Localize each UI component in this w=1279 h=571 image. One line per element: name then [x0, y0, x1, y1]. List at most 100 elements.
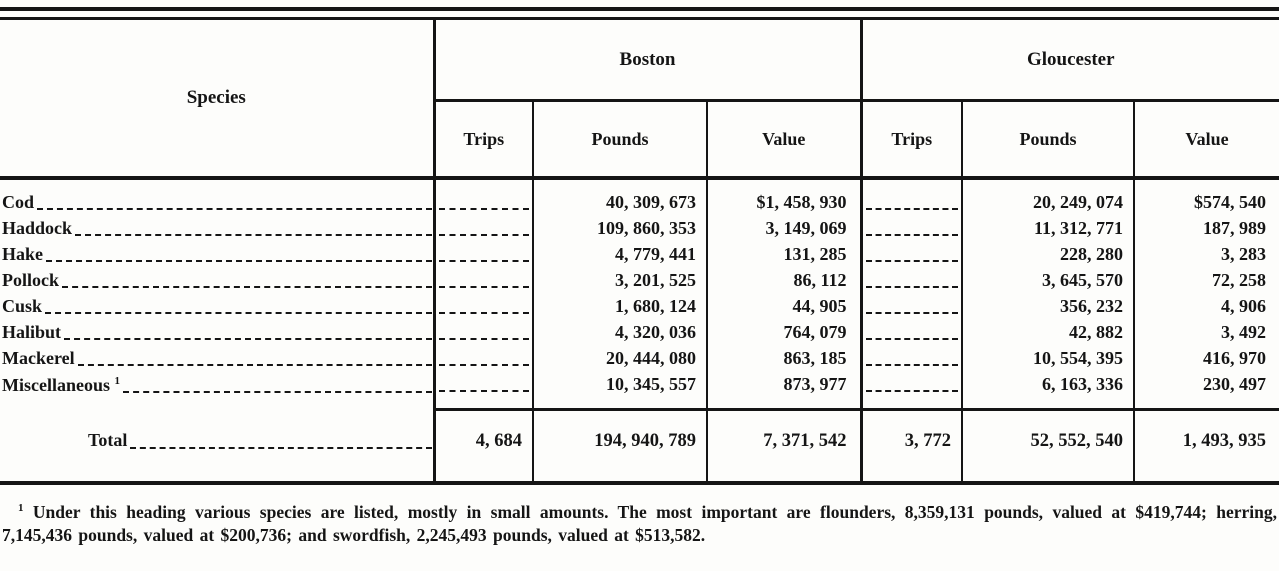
- boston-value-cell: 86, 112: [706, 267, 861, 293]
- boston-trips-cell: [432, 371, 533, 410]
- dot-leader: [438, 345, 529, 366]
- species-cell: Cod: [0, 178, 434, 215]
- dot-leader: [438, 371, 529, 392]
- gloucester-value-cell: 3, 283: [1132, 241, 1279, 267]
- boston-pounds-cell: 4, 779, 441: [532, 241, 707, 267]
- gloucester-total-pounds: 52, 552, 540: [961, 408, 1134, 485]
- boston-value-header: Value: [706, 100, 861, 180]
- footnote-marker: 1: [18, 502, 24, 515]
- dot-leader: [77, 345, 432, 366]
- gloucester-value-cell: 187, 989: [1132, 215, 1279, 241]
- gloucester-trips-cell: [859, 215, 962, 241]
- dot-leader: [75, 215, 432, 236]
- species-name: Cod: [2, 192, 35, 212]
- gloucester-trips-header: Trips: [859, 100, 962, 180]
- boston-pounds-cell: 1, 680, 124: [532, 293, 707, 319]
- sub-header-row: Trips Pounds Value Trips Pounds Value: [0, 100, 1279, 180]
- species-cell: Haddock: [0, 215, 434, 241]
- boston-trips-cell: [432, 241, 533, 267]
- dot-leader: [865, 371, 958, 392]
- gloucester-trips-cell: [859, 267, 962, 293]
- dot-leader: [438, 189, 529, 210]
- dot-leader: [865, 189, 958, 210]
- boston-trips-cell: [432, 178, 533, 215]
- gloucester-pounds-cell: 20, 249, 074: [961, 178, 1134, 215]
- species-name: Hake: [2, 244, 44, 264]
- gloucester-pounds-cell: 11, 312, 771: [961, 215, 1134, 241]
- boston-value-cell: 44, 905: [706, 293, 861, 319]
- gloucester-trips-cell: [859, 178, 962, 215]
- gloucester-trips-cell: [859, 371, 962, 410]
- dot-leader: [865, 241, 958, 262]
- boston-pounds-header: Pounds: [532, 100, 707, 180]
- species-cell: Miscellaneous 1: [0, 371, 434, 410]
- footnote-reference: 1: [114, 374, 121, 387]
- table-row-cod: Cod 40, 309, 673 $1, 458, 930 20, 249, 0…: [0, 178, 1279, 215]
- dot-leader: [123, 372, 432, 393]
- species-name: Haddock: [2, 218, 73, 238]
- species-name: Halibut: [2, 322, 62, 342]
- footnote-text: Under this heading various species are l…: [2, 502, 1278, 545]
- group-header-row: Species Boston Gloucester: [0, 20, 1279, 180]
- total-label: Total: [88, 430, 128, 451]
- boston-trips-cell: [432, 319, 533, 345]
- gloucester-pounds-cell: 356, 232: [961, 293, 1134, 319]
- boston-trips-header: Trips: [432, 100, 533, 180]
- gloucester-trips-cell: [859, 293, 962, 319]
- boston-trips-cell: [432, 267, 533, 293]
- boston-pounds-cell: 3, 201, 525: [532, 267, 707, 293]
- gloucester-total-value: 1, 493, 935: [1132, 408, 1279, 485]
- table-top-double-rule: [0, 7, 1279, 20]
- gloucester-pounds-cell: 3, 645, 570: [961, 267, 1134, 293]
- dot-leader: [865, 345, 958, 366]
- boston-total-trips: 4, 684: [432, 408, 533, 485]
- boston-value-cell: 863, 185: [706, 345, 861, 371]
- gloucester-value-cell: 230, 497: [1132, 371, 1279, 410]
- table-row-hake: Hake 4, 779, 441 131, 285 228, 280 3, 28…: [0, 241, 1279, 267]
- dot-leader: [130, 425, 432, 450]
- gloucester-value-header: Value: [1132, 100, 1279, 180]
- boston-pounds-cell: 109, 860, 353: [532, 215, 707, 241]
- dot-leader: [865, 267, 958, 288]
- footnote: 1 Under this heading various species are…: [2, 501, 1277, 547]
- gloucester-total-trips: 3, 772: [859, 408, 962, 485]
- gloucester-value-cell: $574, 540: [1132, 178, 1279, 215]
- boston-trips-cell: [432, 293, 533, 319]
- species-cell: Hake: [0, 241, 434, 267]
- boston-value-cell: $1, 458, 930: [706, 178, 861, 215]
- boston-value-cell: 873, 977: [706, 371, 861, 410]
- dot-leader: [438, 241, 529, 262]
- gloucester-value-cell: 4, 906: [1132, 293, 1279, 319]
- species-cell: Pollock: [0, 267, 434, 293]
- gloucester-group-header: Gloucester: [859, 20, 1279, 102]
- species-name: Mackerel: [2, 348, 75, 368]
- gloucester-value-cell: 416, 970: [1132, 345, 1279, 371]
- species-cell: Halibut: [0, 319, 434, 345]
- gloucester-value-cell: 72, 258: [1132, 267, 1279, 293]
- species-name: Cusk: [2, 296, 43, 316]
- species-column-header: Species: [0, 20, 434, 180]
- gloucester-pounds-cell: 228, 280: [961, 241, 1134, 267]
- dot-leader: [865, 319, 958, 340]
- fish-landings-table: Species Boston Gloucester Trips Pounds V…: [0, 20, 1279, 485]
- gloucester-trips-cell: [859, 241, 962, 267]
- table-row-mackerel: Mackerel 20, 444, 080 863, 185 10, 554, …: [0, 345, 1279, 371]
- species-cell: Mackerel: [0, 345, 434, 371]
- dot-leader: [37, 189, 432, 210]
- dot-leader: [865, 293, 958, 314]
- table-row-pollock: Pollock 3, 201, 525 86, 112 3, 645, 570 …: [0, 267, 1279, 293]
- gloucester-trips-cell: [859, 319, 962, 345]
- table-total-row: Total 4, 684 194, 940, 789 7, 371, 542 3…: [0, 408, 1279, 485]
- table-row-halibut: Halibut 4, 320, 036 764, 079 42, 882 3, …: [0, 319, 1279, 345]
- gloucester-pounds-header: Pounds: [961, 100, 1134, 180]
- boston-trips-cell: [432, 215, 533, 241]
- table-row-haddock: Haddock 109, 860, 353 3, 149, 069 11, 31…: [0, 215, 1279, 241]
- gloucester-pounds-cell: 10, 554, 395: [961, 345, 1134, 371]
- boston-pounds-cell: 40, 309, 673: [532, 178, 707, 215]
- gloucester-pounds-cell: 6, 163, 336: [961, 371, 1134, 410]
- dot-leader: [45, 293, 432, 314]
- boston-value-cell: 131, 285: [706, 241, 861, 267]
- dot-leader: [46, 241, 432, 262]
- boston-pounds-cell: 10, 345, 557: [532, 371, 707, 410]
- dot-leader: [438, 319, 529, 340]
